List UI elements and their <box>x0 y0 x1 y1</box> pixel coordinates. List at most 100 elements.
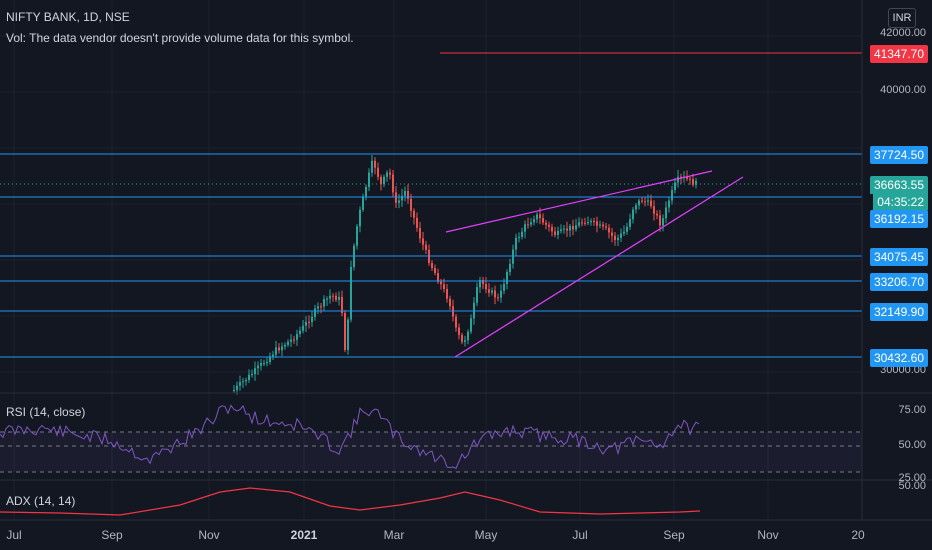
candle-body <box>341 296 343 313</box>
candle-body <box>404 190 406 196</box>
rsi-legend[interactable]: RSI (14, close) <box>6 405 86 419</box>
candle-body <box>449 298 451 307</box>
candle-body <box>536 214 538 220</box>
rsi-pane[interactable] <box>0 404 862 473</box>
candle-body <box>677 176 679 183</box>
price-label-level-1[interactable]: 37724.50 <box>869 146 928 164</box>
time-label-jul-2021: Jul <box>572 528 588 542</box>
candle-body <box>257 365 259 369</box>
candle-body <box>641 200 643 202</box>
candle-body <box>410 198 412 211</box>
candle-body <box>482 280 484 284</box>
time-label-nov-2020: Nov <box>198 528 220 542</box>
candle-body <box>665 207 667 219</box>
candle-body <box>464 340 466 342</box>
candle-body <box>542 218 544 223</box>
candle-body <box>371 160 373 173</box>
candle-body <box>383 176 385 185</box>
grid-lines <box>0 0 862 520</box>
candle-body <box>566 228 568 231</box>
adx-pane[interactable] <box>0 487 701 516</box>
candle-body <box>620 233 622 238</box>
candle-body <box>551 226 553 232</box>
candle-body <box>455 316 457 328</box>
candle-body <box>290 339 292 342</box>
candle-body <box>392 174 394 193</box>
candle-body <box>260 363 262 366</box>
candle-body <box>356 226 358 246</box>
candle-body <box>539 214 541 219</box>
time-label-2021: 2021 <box>290 528 318 542</box>
candle-body <box>326 298 328 300</box>
price-label-current[interactable]: 36663.55 <box>869 176 928 194</box>
candle-body <box>431 262 433 269</box>
candle-body <box>554 231 556 235</box>
candle-body <box>545 222 547 225</box>
candle-body <box>605 226 607 228</box>
candle-body <box>560 229 562 232</box>
candle-body <box>674 182 676 191</box>
candle-body <box>416 217 418 228</box>
candle-body <box>245 380 247 382</box>
price-label-level-5[interactable]: 32149.90 <box>869 303 928 321</box>
candle-body <box>425 244 427 250</box>
candle-body <box>599 224 601 226</box>
candle-body <box>344 312 346 350</box>
candle-body <box>401 195 403 201</box>
candle-body <box>347 319 349 350</box>
adx-legend[interactable]: ADX (14, 14) <box>6 494 76 508</box>
rsi-tick-75: 75.00 <box>898 404 926 416</box>
candle-body <box>419 227 421 239</box>
candle-body <box>509 263 511 273</box>
candle-body <box>617 237 619 241</box>
price-label-level-4[interactable]: 33206.70 <box>869 273 928 291</box>
candle-body <box>671 190 673 201</box>
volume-note: Vol: The data vendor doesn't provide vol… <box>6 31 354 45</box>
candle-body <box>242 381 244 383</box>
candle-body <box>491 290 493 293</box>
countdown-label: 04:35:22 <box>873 193 928 211</box>
candle-body <box>581 222 583 224</box>
candle-body <box>662 218 664 226</box>
candle-body <box>350 266 352 320</box>
candle-body <box>569 226 571 231</box>
price-tick-42000: 42000.00 <box>880 27 926 39</box>
candle-body <box>527 224 529 226</box>
candle-body <box>254 368 256 374</box>
candle-body <box>503 283 505 291</box>
price-label-red-level[interactable]: 41347.70 <box>869 45 928 63</box>
candle-body <box>368 172 370 187</box>
price-label-level-3[interactable]: 34075.45 <box>869 248 928 266</box>
time-label-may-2021: May <box>474 528 498 542</box>
candle-body <box>314 308 316 317</box>
time-label-jul-2020: Jul <box>6 528 22 542</box>
candle-body <box>275 347 277 355</box>
candle-body <box>686 176 688 179</box>
candle-body <box>653 206 655 214</box>
price-label-level-2[interactable]: 36192.15 <box>869 210 928 228</box>
candle-body <box>632 209 634 220</box>
candle-body <box>359 209 361 227</box>
time-label-2022: 20 <box>851 528 865 542</box>
currency-button[interactable]: INR <box>888 8 916 28</box>
candle-body <box>437 273 439 282</box>
price-label-level-6[interactable]: 30432.60 <box>869 349 928 367</box>
candle-body <box>470 318 472 332</box>
candle-body <box>500 290 502 298</box>
candle-body <box>692 179 694 185</box>
rising-wedge-trendlines[interactable] <box>445 170 744 358</box>
candle-body <box>263 363 265 365</box>
candle-body <box>248 374 250 381</box>
candle-body <box>494 290 496 298</box>
candle-body <box>668 200 670 208</box>
candle-body <box>572 226 574 230</box>
candle-body <box>386 172 388 177</box>
symbol-title[interactable]: NIFTY BANK, 1D, NSE <box>6 10 130 24</box>
candle-body <box>485 283 487 290</box>
support-resistance-lines[interactable] <box>0 52 862 358</box>
candle-body <box>563 228 565 230</box>
candle-body <box>308 321 310 323</box>
candle-body <box>335 295 337 300</box>
candle-body <box>365 186 367 197</box>
